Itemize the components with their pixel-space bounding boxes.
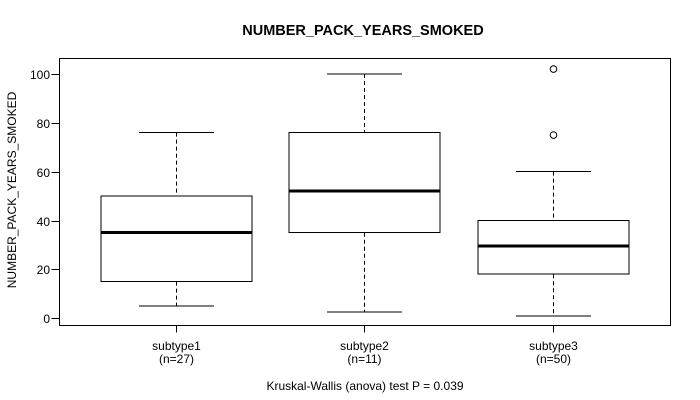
- plot-area: 0 20 40 60 80 100 subtype1(n=27) subtype2(n=11)…: [30, 58, 671, 366]
- y-axis-title: NUMBER_PACK_YEARS_SMOKED: [5, 91, 19, 288]
- y-tick-label: 80: [37, 117, 51, 131]
- x-category-sublabel: (n=50): [536, 352, 571, 366]
- outlier-point: [549, 65, 558, 73]
- y-tick-label: 60: [37, 166, 51, 180]
- x-category-sublabel: (n=11): [347, 352, 381, 366]
- kruskal-wallis-caption: Kruskal-Wallis (anova) test P = 0.039: [266, 379, 463, 393]
- x-category-label: subtype3: [529, 339, 578, 353]
- y-tick-label: 100: [30, 68, 50, 82]
- x-category-sublabel: (n=27): [159, 352, 194, 366]
- outlier-point: [549, 131, 558, 139]
- y-tick-label: 20: [37, 263, 51, 277]
- x-category-label: subtype1: [152, 339, 201, 353]
- box-iqr: [288, 132, 441, 234]
- x-category-label: subtype2: [340, 339, 389, 353]
- y-tick-label: 0: [43, 312, 50, 326]
- box-iqr: [100, 195, 253, 283]
- y-tick-label: 40: [37, 215, 51, 229]
- chart-title: NUMBER_PACK_YEARS_SMOKED: [242, 23, 483, 39]
